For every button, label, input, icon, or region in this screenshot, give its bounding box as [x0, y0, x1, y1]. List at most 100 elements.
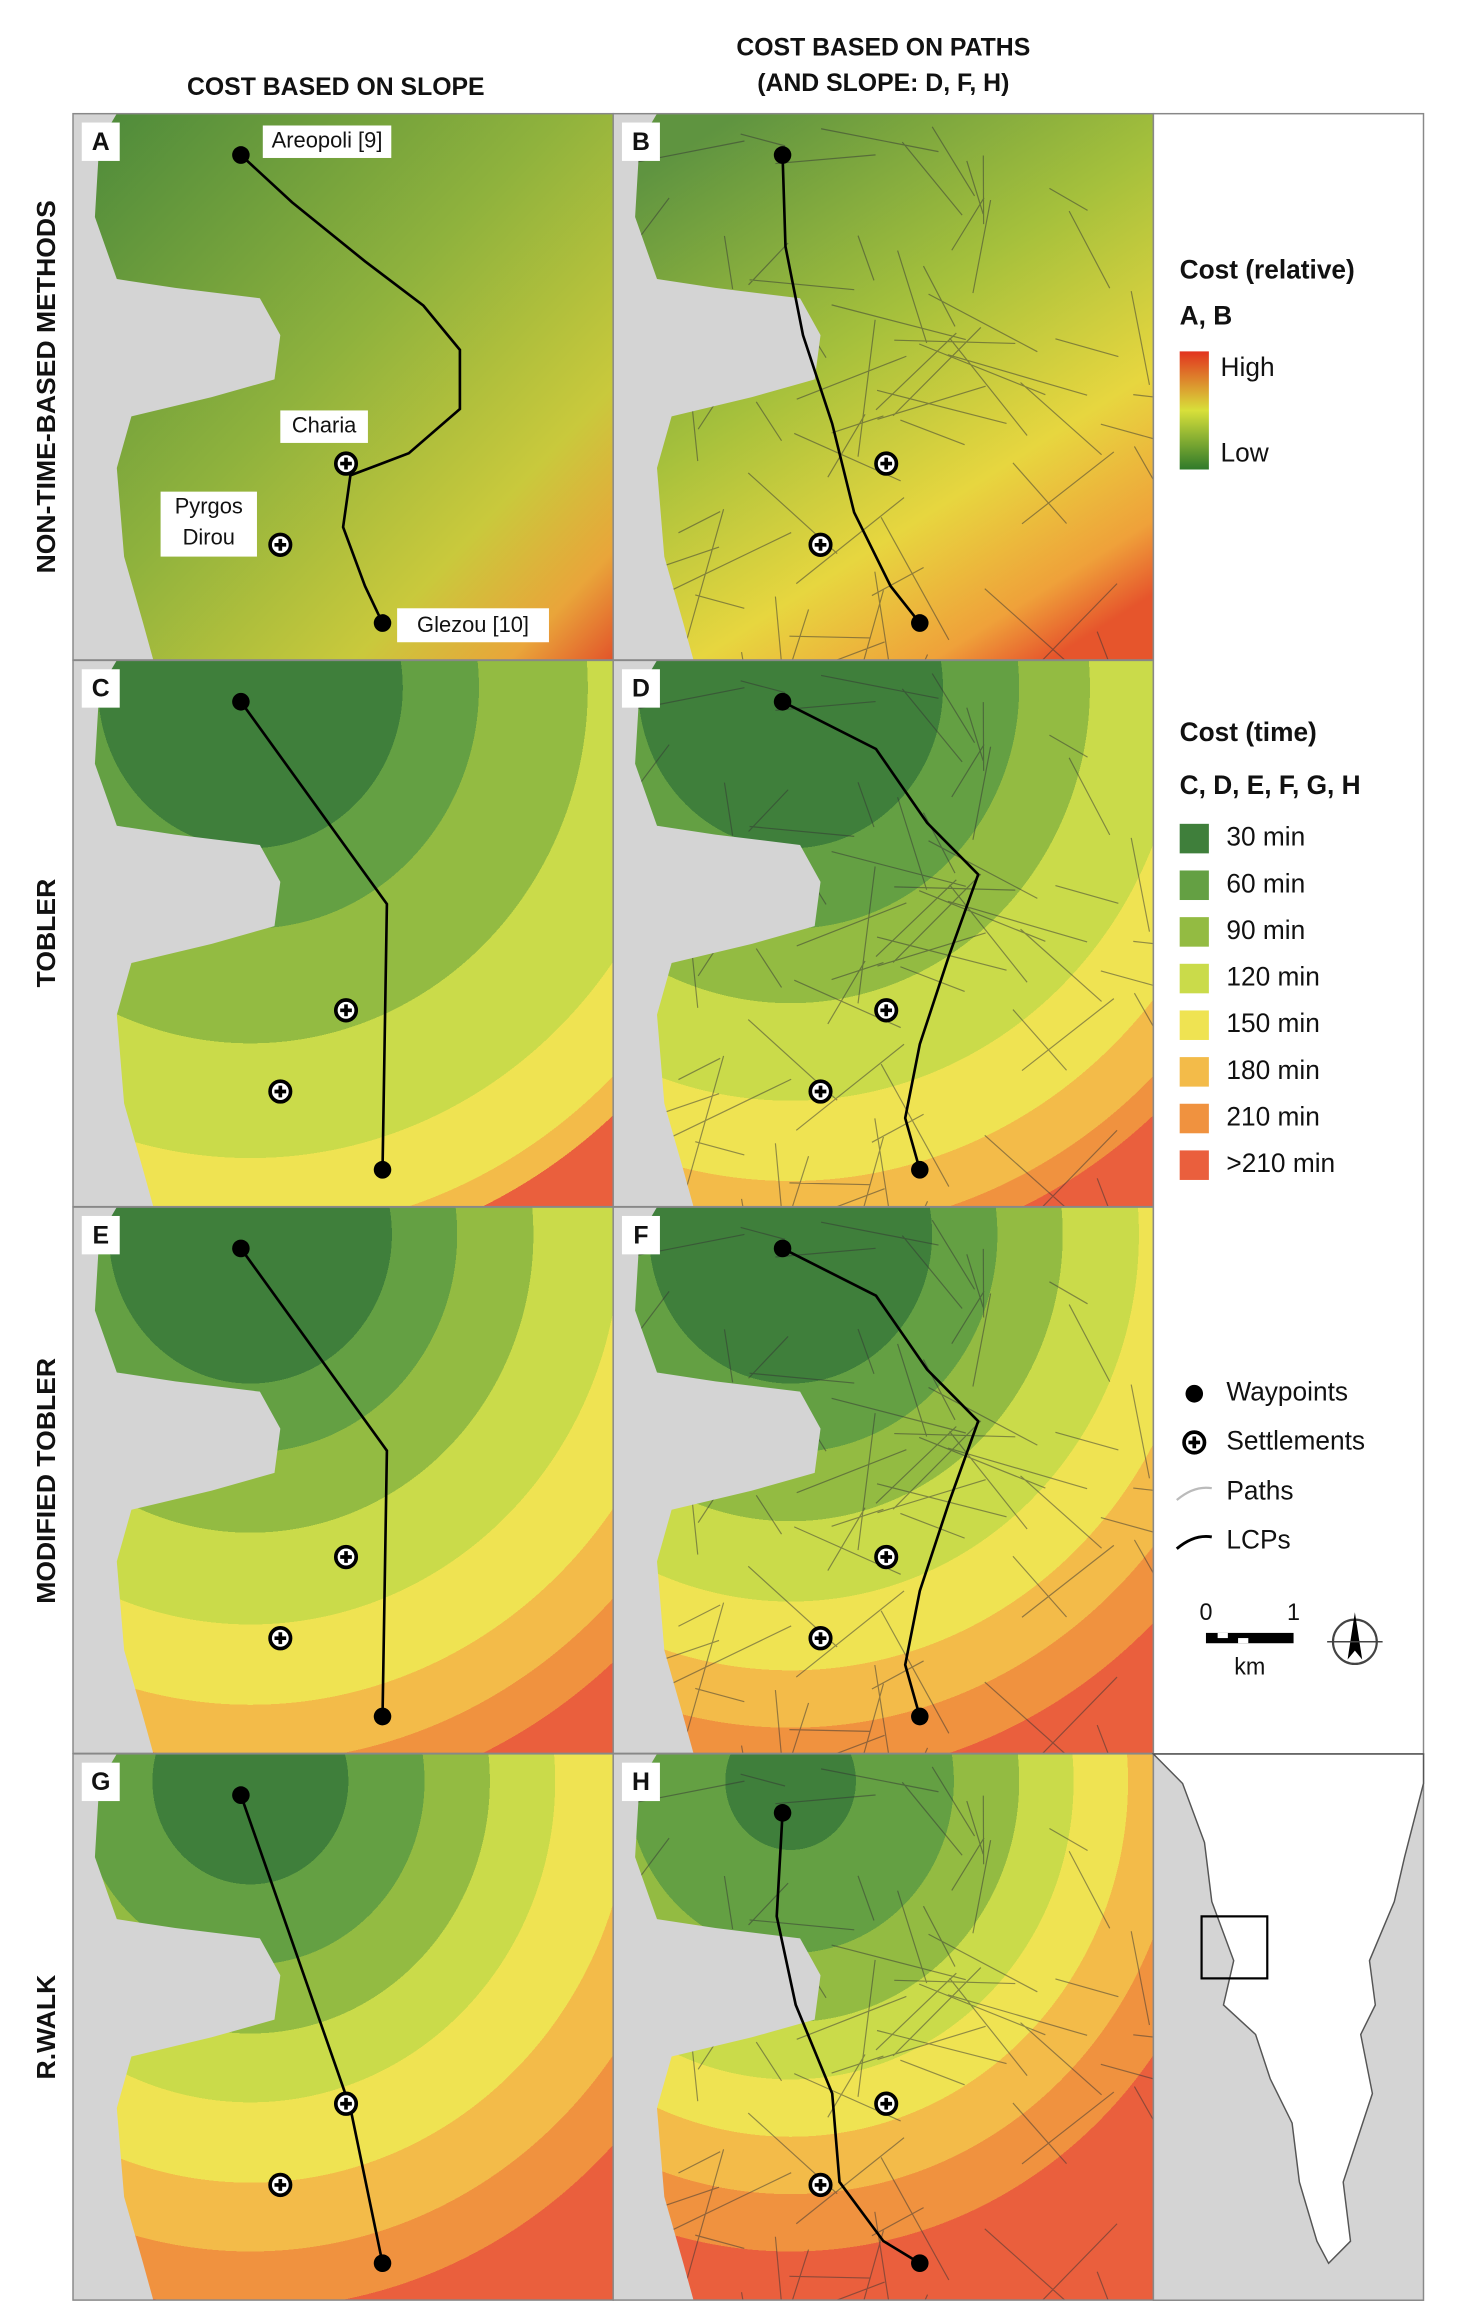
legend-label: 210 min: [1226, 1101, 1319, 1131]
settlement-cross: [880, 457, 893, 470]
settlement-cross: [274, 1632, 287, 1645]
settlement: [874, 1544, 899, 1570]
legend-subtitle: A, B: [1180, 300, 1233, 330]
place-label-box: [397, 608, 549, 643]
settlement: [268, 2172, 293, 2198]
settlement-symbol: [1182, 1430, 1207, 1455]
panel-letter: E: [92, 1221, 109, 1249]
settlement: [808, 1626, 833, 1651]
map-panel: G: [72, 1753, 614, 2301]
settlement-cross: [880, 1551, 893, 1563]
time-classes: 30 min 60 min 90 min 120 min 150 min 180 min 2…: [1179, 821, 1335, 1180]
settlement-cross: [880, 2097, 893, 2110]
map-panel: D: [612, 659, 1155, 1208]
column-header: (AND SLOPE: D, F, H): [757, 69, 1009, 97]
lcp: [239, 1247, 389, 1717]
settlement: [808, 2172, 833, 2198]
legend-swatch: [1179, 870, 1209, 901]
legend-title: Cost (time): [1180, 717, 1317, 747]
place-label-box: [160, 491, 257, 557]
lcp-symbol: [1175, 1534, 1213, 1550]
settlement-cross: [814, 1632, 827, 1645]
settlement: [268, 532, 293, 557]
lcp: [240, 154, 462, 624]
map-panel: E: [72, 1206, 614, 1755]
legend-swatch: [1179, 823, 1209, 854]
settlement-cross: [814, 538, 827, 551]
lcp: [781, 154, 921, 624]
waypoint: [911, 2254, 929, 2273]
map-panel: A: [72, 112, 614, 661]
place-label: Areopoli [9]: [272, 127, 383, 152]
panel-letter-box: [621, 1215, 660, 1255]
gradient-bar: [1179, 351, 1209, 470]
row-label: NON-TIME-BASED METHODS: [31, 200, 61, 573]
legend-swatch: [1179, 1010, 1209, 1040]
waypoint: [773, 1239, 792, 1258]
legend-swatch: [1179, 917, 1209, 947]
panel-letter-box: [81, 1215, 120, 1255]
place-label-box: [280, 410, 368, 443]
legend-label: LCPs: [1226, 1524, 1290, 1554]
legend-swatch: [1179, 1103, 1209, 1134]
row-label: R.WALK: [31, 1975, 61, 2080]
panel-letter: D: [632, 674, 650, 702]
place-label: Charia: [292, 412, 357, 437]
legend-label: 120 min: [1226, 961, 1319, 991]
panel-letter-box: [621, 669, 660, 708]
legend-label: 60 min: [1226, 868, 1305, 898]
place-label: Pyrgos: [175, 494, 243, 519]
legend-label: 90 min: [1226, 915, 1305, 945]
panel-letter: A: [92, 128, 110, 156]
waypoint: [911, 1160, 929, 1179]
legend-label: High: [1221, 352, 1275, 382]
panel-letter-box: [81, 122, 120, 161]
lcp: [239, 700, 389, 1170]
settlement: [333, 451, 359, 476]
waypoint: [232, 1239, 250, 1258]
scale-label: 0: [1199, 1599, 1212, 1625]
map-panel: B: [612, 112, 1155, 661]
legend-label: Low: [1221, 438, 1270, 468]
legend-label: >210 min: [1226, 1148, 1335, 1178]
place-label: Glezou [10]: [417, 612, 529, 637]
column-header: COST BASED ON PATHS: [736, 33, 1030, 61]
settlement-cross: [340, 2097, 352, 2110]
settlement-cross: [880, 1004, 893, 1017]
settlement: [874, 998, 899, 1023]
paths-symbol: [1176, 1486, 1212, 1501]
inset-map: [1151, 1753, 1425, 2301]
settlement: [333, 998, 359, 1023]
panel-letter-box: [621, 122, 660, 161]
panel-letter: F: [633, 1221, 648, 1249]
map-panel: C: [72, 659, 614, 1208]
waypoint: [373, 1707, 392, 1726]
settlement: [333, 2091, 359, 2116]
row-label: MODIFIED TOBLER: [31, 1358, 61, 1604]
settlement: [874, 2091, 899, 2116]
settlement-cross: [274, 1085, 287, 1098]
settlement: [333, 1544, 359, 1570]
panel-letter: H: [632, 1768, 650, 1796]
settlement: [874, 451, 899, 476]
column-header: COST BASED ON SLOPE: [187, 73, 485, 101]
legend-label: 30 min: [1226, 821, 1305, 851]
settlement-cross: [814, 1085, 827, 1098]
settlement-cross: [274, 2179, 287, 2191]
panel-letter: C: [92, 674, 110, 702]
waypoint: [773, 692, 792, 711]
panel-letter: B: [632, 128, 650, 156]
settlement-cross: [814, 2179, 827, 2191]
legend: Cost (relative) A, B High Low Cost (time…: [1175, 255, 1383, 1680]
legend-title: Cost (relative): [1180, 255, 1355, 285]
waypoint: [373, 2254, 392, 2273]
waypoint: [373, 1160, 392, 1179]
settlement: [268, 1079, 293, 1104]
panel-letter-box: [81, 669, 120, 708]
waypoint: [773, 146, 792, 164]
legend-swatch: [1179, 1057, 1209, 1087]
waypoint: [373, 614, 392, 632]
place-label-box: [262, 125, 392, 158]
